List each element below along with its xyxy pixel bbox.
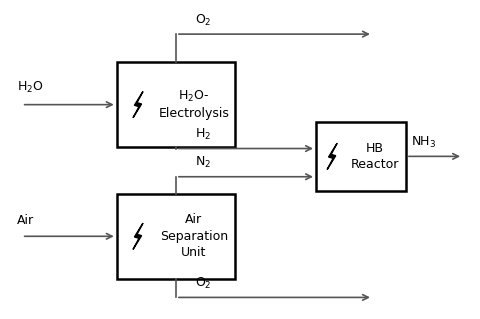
Polygon shape: [133, 92, 143, 118]
FancyBboxPatch shape: [117, 62, 235, 147]
Text: O$_2$: O$_2$: [195, 13, 212, 28]
Text: N$_2$: N$_2$: [195, 155, 211, 170]
Polygon shape: [327, 143, 337, 169]
Text: NH$_3$: NH$_3$: [411, 135, 436, 150]
FancyBboxPatch shape: [117, 194, 235, 278]
Text: H$_2$O: H$_2$O: [17, 80, 44, 95]
Text: H$_2$O-
Electrolysis: H$_2$O- Electrolysis: [158, 89, 229, 121]
Polygon shape: [133, 223, 143, 249]
Text: H$_2$: H$_2$: [195, 127, 211, 142]
Text: Air: Air: [17, 214, 34, 227]
Text: O$_2$: O$_2$: [195, 276, 212, 291]
Text: Air
Separation
Unit: Air Separation Unit: [160, 213, 228, 259]
Text: HB
Reactor: HB Reactor: [350, 142, 399, 171]
FancyBboxPatch shape: [316, 122, 406, 191]
